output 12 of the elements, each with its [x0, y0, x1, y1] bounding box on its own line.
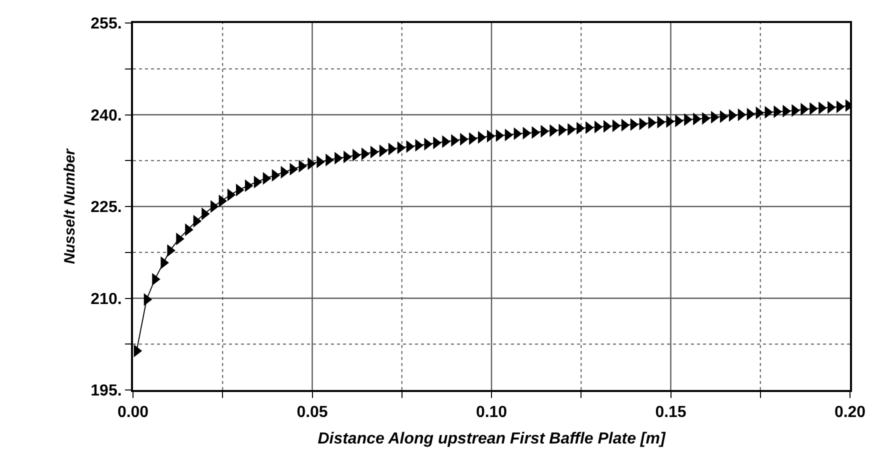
y-tick-label: 225. [90, 199, 122, 216]
y-tick-label: 210. [90, 290, 122, 308]
y-tick-label: 195. [90, 382, 122, 400]
y-tick-label: 255. [90, 16, 122, 33]
x-tick-label: 0.10 [476, 404, 508, 422]
x-tick-label: 0.15 [655, 404, 686, 422]
y-tick-label: 240. [90, 107, 122, 124]
x-axis-title: Distance Along upstrean First Baffle Plate [m] [318, 430, 666, 448]
y-axis-title: Nusselt Number [61, 148, 78, 264]
x-tick-label: 0.00 [117, 404, 149, 422]
x-tick-label: 0.20 [834, 404, 866, 422]
x-tick-label: 0.05 [296, 404, 328, 422]
